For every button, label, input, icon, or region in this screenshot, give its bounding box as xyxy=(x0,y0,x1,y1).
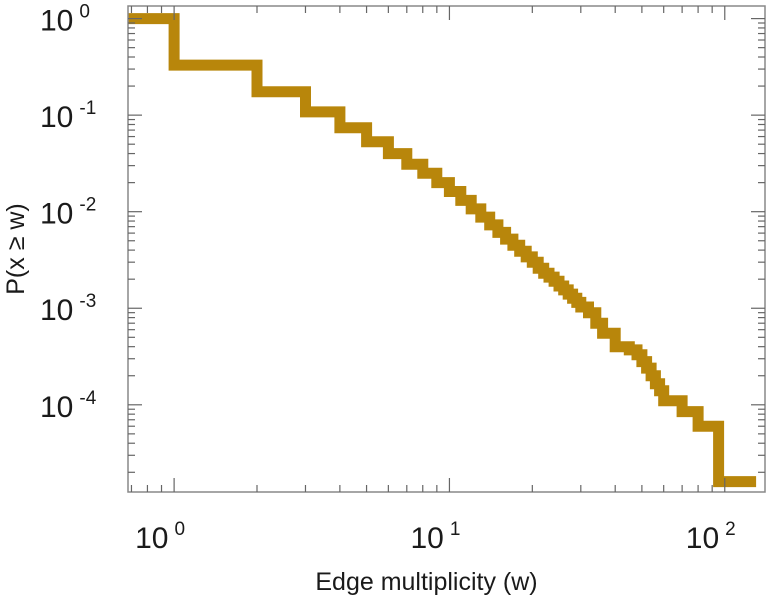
series-layer xyxy=(128,13,757,488)
y-tick-label-1: 10 -1 xyxy=(40,98,96,134)
plot-frame xyxy=(127,5,766,493)
y-tick-label-0: 10 0 xyxy=(40,2,90,38)
y-tick-label-3: 10 -3 xyxy=(40,291,96,327)
ticks-layer xyxy=(128,6,765,492)
y-tick-label-4: 10 -4 xyxy=(40,388,97,424)
x-tick-label-1: 10 1 xyxy=(410,519,460,555)
series-line-0 xyxy=(128,13,757,488)
x-tick-label-0: 10 0 xyxy=(135,519,185,555)
y-tick-label-2: 10 -2 xyxy=(40,195,96,231)
y-axis-title: P(x ≥ w) xyxy=(2,203,30,295)
x-tick-label-2: 10 2 xyxy=(686,519,736,555)
x-axis-title: Edge multiplicity (w) xyxy=(315,568,537,596)
labels-layer: 10 0 10 1 10 2 10 0 10 -1 10 -2 10 -3 10 -4 xyxy=(40,2,736,555)
